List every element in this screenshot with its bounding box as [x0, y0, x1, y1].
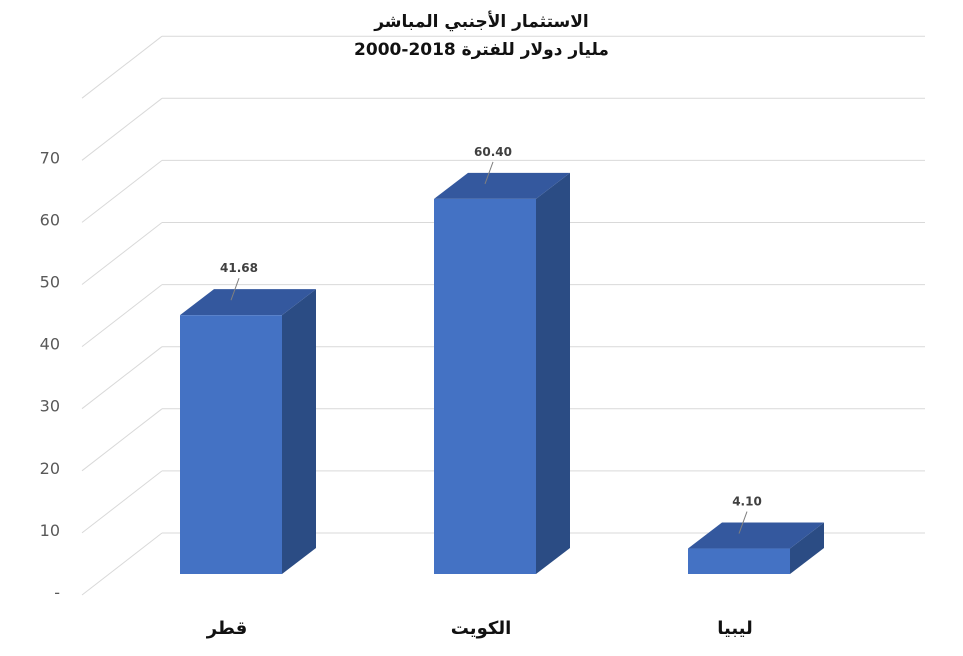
data-label: 4.10 [732, 495, 762, 509]
x-axis-categories: قطر الكويت ليبيا [206, 618, 753, 639]
y-axis-ticks: - 10 20 30 40 50 60 70 [40, 148, 60, 602]
category-label: الكويت [451, 618, 512, 639]
data-label-leader [738, 511, 748, 534]
y-tick-label: 10 [40, 521, 60, 540]
chart-title: الاستثمار الأجنبي المباشر [374, 12, 589, 32]
y-tick-label: 50 [40, 273, 60, 292]
data-label: 60.40 [474, 145, 512, 159]
gridline [81, 159, 925, 223]
y-tick-label: 20 [40, 459, 60, 478]
y-tick-label: 30 [40, 397, 60, 416]
y-tick-label: 70 [40, 148, 60, 167]
data-label: 41.68 [220, 261, 258, 275]
bar [688, 522, 824, 574]
y-tick-label: - [54, 583, 60, 602]
bar [180, 289, 316, 574]
category-label: قطر [206, 618, 248, 639]
bar [434, 172, 570, 574]
y-tick-label: 60 [40, 210, 60, 229]
data-label-leader [484, 161, 494, 185]
gridline [81, 35, 925, 99]
chart-subtitle: مليار دولار للفترة 2018-2000 [354, 40, 609, 60]
category-label: ليبيا [717, 618, 753, 639]
y-tick-label: 40 [40, 335, 60, 354]
gridline [81, 97, 925, 161]
data-label-leader [230, 277, 240, 301]
bars: 41.68 60.40 4.10 [180, 145, 824, 574]
